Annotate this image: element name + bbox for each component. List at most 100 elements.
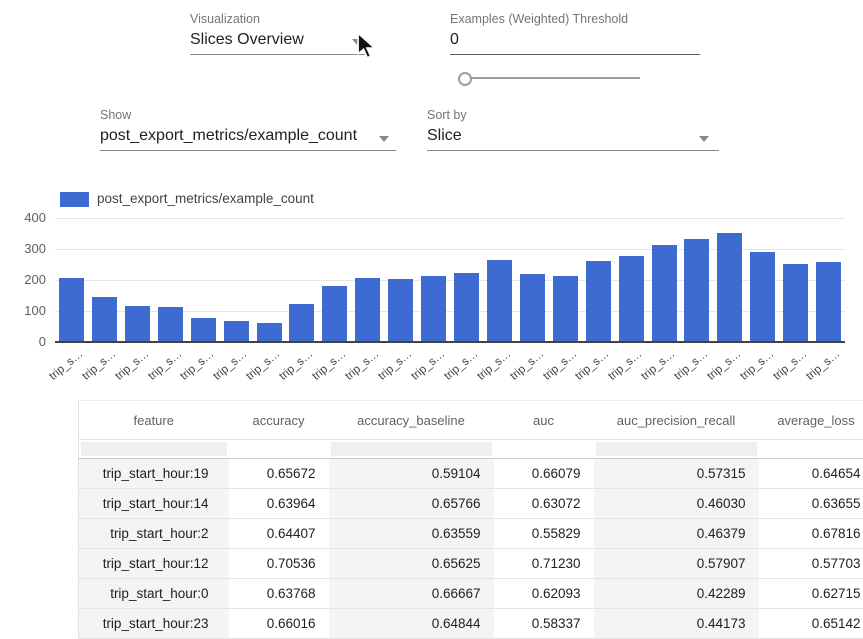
bar[interactable]	[652, 245, 677, 342]
feature-cell: trip_start_hour:12	[79, 549, 229, 579]
column-header-auc[interactable]: auc	[494, 401, 594, 440]
show-dropdown[interactable]: Show post_export_metrics/example_count	[100, 108, 396, 151]
bar[interactable]	[816, 262, 841, 342]
x-axis-tick-label: trip_s…	[343, 348, 381, 383]
y-axis-tick-label: 0	[0, 334, 46, 349]
filter-cell[interactable]	[79, 440, 229, 459]
chevron-down-icon[interactable]	[379, 136, 389, 142]
x-axis-tick-label: trip_s…	[47, 348, 85, 383]
threshold-label: Examples (Weighted) Threshold	[450, 12, 700, 26]
x-axis-tick-label: trip_s…	[113, 348, 151, 383]
show-value[interactable]: post_export_metrics/example_count	[100, 127, 396, 151]
y-axis-tick-label: 400	[0, 210, 46, 225]
column-header-auc_precision_recall[interactable]: auc_precision_recall	[594, 401, 759, 440]
bar[interactable]	[750, 252, 775, 342]
feature-cell: trip_start_hour:0	[79, 579, 229, 609]
metric-value-cell: 0.66667	[329, 579, 494, 609]
feature-cell: trip_start_hour:19	[79, 459, 229, 489]
metric-value-cell: 0.62093	[494, 579, 594, 609]
filter-cell[interactable]	[594, 440, 759, 459]
column-header-average_loss[interactable]: average_loss	[759, 401, 863, 440]
filter-box[interactable]	[761, 442, 863, 456]
x-axis-tick-label: trip_s…	[640, 348, 678, 383]
x-axis-tick-label: trip_s…	[508, 348, 546, 383]
column-header-accuracy[interactable]: accuracy	[229, 401, 329, 440]
y-axis-tick-label: 100	[0, 303, 46, 318]
bar[interactable]	[553, 276, 578, 342]
threshold-slider[interactable]	[458, 71, 640, 85]
metric-value-cell: 0.65672	[229, 459, 329, 489]
metric-value-cell: 0.63655	[759, 489, 863, 519]
metric-value-cell: 0.55829	[494, 519, 594, 549]
visualization-label: Visualization	[190, 12, 366, 26]
x-axis-tick-label: trip_s…	[146, 348, 184, 383]
bar[interactable]	[59, 278, 84, 342]
threshold-field[interactable]: Examples (Weighted) Threshold 0	[450, 12, 700, 55]
metric-value-cell: 0.58337	[494, 609, 594, 639]
bar[interactable]	[257, 323, 282, 342]
x-axis-tick-label: trip_s…	[245, 348, 283, 383]
sort-by-value[interactable]: Slice	[427, 127, 719, 151]
show-label: Show	[100, 108, 396, 122]
metric-value-cell: 0.64844	[329, 609, 494, 639]
visualization-value[interactable]: Slices Overview	[190, 31, 366, 55]
filter-cell[interactable]	[494, 440, 594, 459]
x-axis-tick-label: trip_s…	[310, 348, 348, 383]
bar[interactable]	[388, 279, 413, 343]
bar[interactable]	[717, 233, 742, 342]
y-axis-tick-label: 200	[0, 272, 46, 287]
bar[interactable]	[224, 321, 249, 342]
filter-box[interactable]	[496, 442, 592, 456]
x-axis-tick-label: trip_s…	[705, 348, 743, 383]
bar[interactable]	[421, 276, 446, 342]
column-header-accuracy_baseline[interactable]: accuracy_baseline	[329, 401, 494, 440]
x-axis-tick-label: trip_s…	[574, 348, 612, 383]
metric-value-cell: 0.70536	[229, 549, 329, 579]
bar[interactable]	[92, 297, 117, 342]
chevron-down-icon[interactable]	[699, 136, 709, 142]
metric-value-cell: 0.63559	[329, 519, 494, 549]
metric-value-cell: 0.66016	[229, 609, 329, 639]
bar[interactable]	[586, 261, 611, 342]
filter-cell[interactable]	[329, 440, 494, 459]
sort-by-dropdown[interactable]: Sort by Slice	[427, 108, 719, 151]
metric-value-cell: 0.66079	[494, 459, 594, 489]
bar[interactable]	[322, 286, 347, 342]
bar[interactable]	[684, 239, 709, 343]
slider-thumb[interactable]	[458, 72, 472, 86]
bar[interactable]	[783, 264, 808, 342]
filter-box[interactable]	[231, 442, 327, 456]
bar[interactable]	[289, 304, 314, 342]
metric-value-cell: 0.67816	[759, 519, 863, 549]
filter-cell[interactable]	[229, 440, 329, 459]
metric-value-cell: 0.63964	[229, 489, 329, 519]
threshold-input[interactable]: 0	[450, 31, 700, 55]
filter-box[interactable]	[596, 442, 757, 456]
bar[interactable]	[158, 307, 183, 342]
metric-value-cell: 0.71230	[494, 549, 594, 579]
x-axis-tick-label: trip_s…	[409, 348, 447, 383]
bar[interactable]	[191, 318, 216, 342]
bar[interactable]	[454, 273, 479, 342]
bar[interactable]	[355, 278, 380, 342]
metric-value-cell: 0.65142	[759, 609, 863, 639]
bar[interactable]	[487, 260, 512, 342]
metric-value-cell: 0.64407	[229, 519, 329, 549]
filter-cell[interactable]	[759, 440, 863, 459]
bar[interactable]	[619, 256, 644, 342]
visualization-dropdown[interactable]: Visualization Slices Overview	[190, 12, 366, 55]
filter-box[interactable]	[81, 442, 227, 456]
feature-cell: trip_start_hour:14	[79, 489, 229, 519]
metric-value-cell: 0.42289	[594, 579, 759, 609]
column-header-feature[interactable]: feature	[79, 401, 229, 440]
filter-box[interactable]	[331, 442, 492, 456]
bar[interactable]	[125, 306, 150, 342]
bar[interactable]	[520, 274, 545, 342]
slider-track[interactable]	[458, 77, 640, 79]
